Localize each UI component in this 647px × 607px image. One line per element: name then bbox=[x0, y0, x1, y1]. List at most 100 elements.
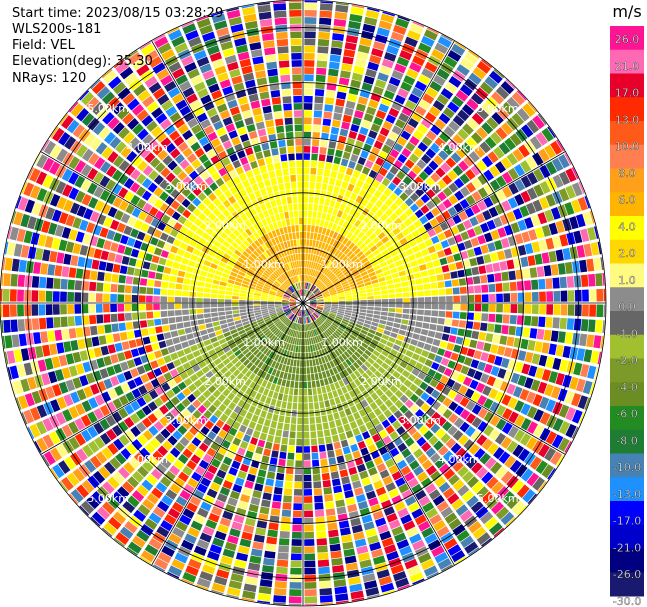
ray-gate bbox=[210, 353, 219, 361]
ray-gate bbox=[329, 360, 335, 368]
ray-gate bbox=[275, 294, 283, 298]
ray-gate bbox=[281, 219, 287, 227]
ray-gate bbox=[364, 249, 372, 257]
ray-gate bbox=[308, 323, 312, 331]
ray-gate bbox=[176, 232, 185, 241]
ray-gate bbox=[471, 266, 480, 276]
ray-gate bbox=[389, 394, 399, 404]
ray-gate bbox=[385, 482, 397, 492]
ray-gate bbox=[355, 338, 363, 345]
ray-gate bbox=[361, 477, 372, 487]
ray-gate bbox=[382, 435, 392, 445]
ray-gate bbox=[126, 359, 136, 369]
ray-gate bbox=[264, 373, 271, 381]
ray-gate bbox=[252, 274, 260, 281]
ray-gate bbox=[303, 289, 305, 296]
ray-gate bbox=[311, 146, 319, 154]
ray-gate bbox=[433, 519, 446, 532]
ray-gate bbox=[324, 303, 332, 305]
ray-gate bbox=[16, 228, 26, 242]
ray-gate bbox=[338, 336, 345, 343]
ray-gate bbox=[524, 217, 534, 229]
ray-gate bbox=[274, 354, 280, 362]
ray-gate bbox=[168, 533, 182, 545]
ray-gate bbox=[483, 411, 495, 423]
ray-gate bbox=[361, 207, 370, 216]
ray-gate bbox=[218, 167, 228, 177]
ray-gate bbox=[136, 231, 146, 241]
ray-gate bbox=[303, 189, 309, 196]
ray-gate bbox=[418, 242, 427, 250]
ray-gate bbox=[375, 157, 385, 167]
ray-gate bbox=[358, 222, 366, 231]
ray-gate bbox=[337, 326, 345, 332]
ray-gate bbox=[123, 132, 136, 144]
ray-gate bbox=[314, 320, 320, 327]
ray-gate bbox=[450, 244, 459, 254]
ray-gate bbox=[389, 447, 400, 458]
ray-gate bbox=[321, 324, 327, 331]
ray-gate bbox=[355, 494, 366, 503]
ray-gate bbox=[376, 327, 385, 334]
ray-gate bbox=[168, 61, 182, 73]
ray-gate bbox=[325, 191, 332, 200]
ray-gate bbox=[326, 155, 334, 163]
ray-gate bbox=[196, 292, 204, 298]
ray-gate bbox=[212, 198, 222, 207]
ray-gate bbox=[274, 346, 281, 354]
ray-gate bbox=[362, 274, 370, 280]
ray-gate bbox=[343, 258, 351, 265]
ray-gate bbox=[31, 290, 39, 302]
ray-gate bbox=[273, 328, 279, 335]
ray-gate bbox=[548, 250, 557, 263]
ray-gate bbox=[269, 290, 277, 294]
ray-gate bbox=[366, 211, 375, 220]
ray-gate bbox=[284, 416, 291, 424]
ray-gate bbox=[362, 414, 371, 424]
ray-gate bbox=[345, 295, 353, 299]
ray-gate bbox=[125, 276, 134, 285]
ray-gate bbox=[477, 187, 488, 199]
ray-gate bbox=[290, 322, 295, 329]
ray-gate bbox=[241, 4, 255, 9]
ray-gate bbox=[164, 470, 176, 482]
ray-gate bbox=[120, 448, 132, 460]
ray-gate bbox=[285, 271, 290, 279]
ray-gate bbox=[297, 246, 301, 254]
ray-gate bbox=[252, 541, 264, 550]
ray-gate bbox=[407, 477, 419, 488]
ray-gate bbox=[454, 41, 467, 50]
ray-gate bbox=[420, 442, 432, 453]
ray-gate bbox=[255, 423, 263, 432]
ray-gate bbox=[523, 315, 532, 326]
ray-gate bbox=[251, 183, 259, 192]
ray-gate bbox=[334, 216, 341, 225]
ray-gate bbox=[217, 307, 225, 312]
ray-gate bbox=[290, 239, 294, 247]
ray-gate bbox=[333, 18, 347, 27]
ray-gate bbox=[313, 312, 319, 318]
ray-gate bbox=[520, 468, 534, 482]
ray-gate bbox=[339, 227, 346, 235]
ray-gate bbox=[291, 531, 302, 539]
ray-gate bbox=[283, 282, 289, 288]
ray-gate bbox=[352, 450, 362, 459]
ray-gate bbox=[241, 597, 255, 602]
ray-gate bbox=[274, 236, 280, 244]
ray-gate bbox=[334, 586, 348, 595]
ray-gate bbox=[328, 177, 336, 186]
ray-gate bbox=[66, 472, 80, 487]
ray-gate bbox=[423, 343, 432, 351]
ray-gate bbox=[317, 303, 324, 306]
ray-gate bbox=[124, 72, 138, 86]
ray-gate bbox=[295, 323, 299, 331]
ray-gate bbox=[308, 352, 312, 360]
ray-gate bbox=[13, 211, 24, 226]
ray-gate bbox=[11, 211, 17, 224]
ray-gate bbox=[201, 352, 210, 360]
ray-gate bbox=[362, 23, 376, 33]
ppi-plot: 1.00km1.00km1.00km1.00km2.00km2.00km2.00… bbox=[0, 0, 607, 607]
ray-gate bbox=[375, 398, 384, 407]
ray-gate bbox=[207, 131, 218, 142]
ray-gate bbox=[232, 310, 240, 314]
